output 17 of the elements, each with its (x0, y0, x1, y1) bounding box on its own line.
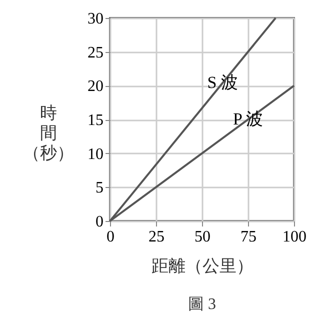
y-axis-title: 時間（秒） (23, 104, 74, 162)
y-tick-label: 5 (96, 180, 104, 197)
x-tick-label: 100 (282, 228, 306, 246)
x-tick-label: 25 (148, 228, 164, 246)
x-tick-label: 50 (194, 228, 210, 246)
y-tick-label: 15 (88, 112, 104, 129)
x-tick-label: 75 (240, 228, 256, 246)
y-tick-label: 20 (88, 78, 104, 96)
y-tick-label: 10 (88, 146, 104, 163)
series-label: P 波 (232, 110, 264, 128)
x-axis-title: 距離（公里） (152, 256, 254, 276)
y-tick-label: 25 (88, 44, 104, 62)
x-tick-label: 0 (106, 228, 114, 246)
y-tick-label: 0 (96, 214, 104, 230)
y-tick-label: 30 (88, 10, 104, 28)
caption: 圖 3 (188, 296, 216, 313)
series-label: S 波 (207, 72, 238, 92)
